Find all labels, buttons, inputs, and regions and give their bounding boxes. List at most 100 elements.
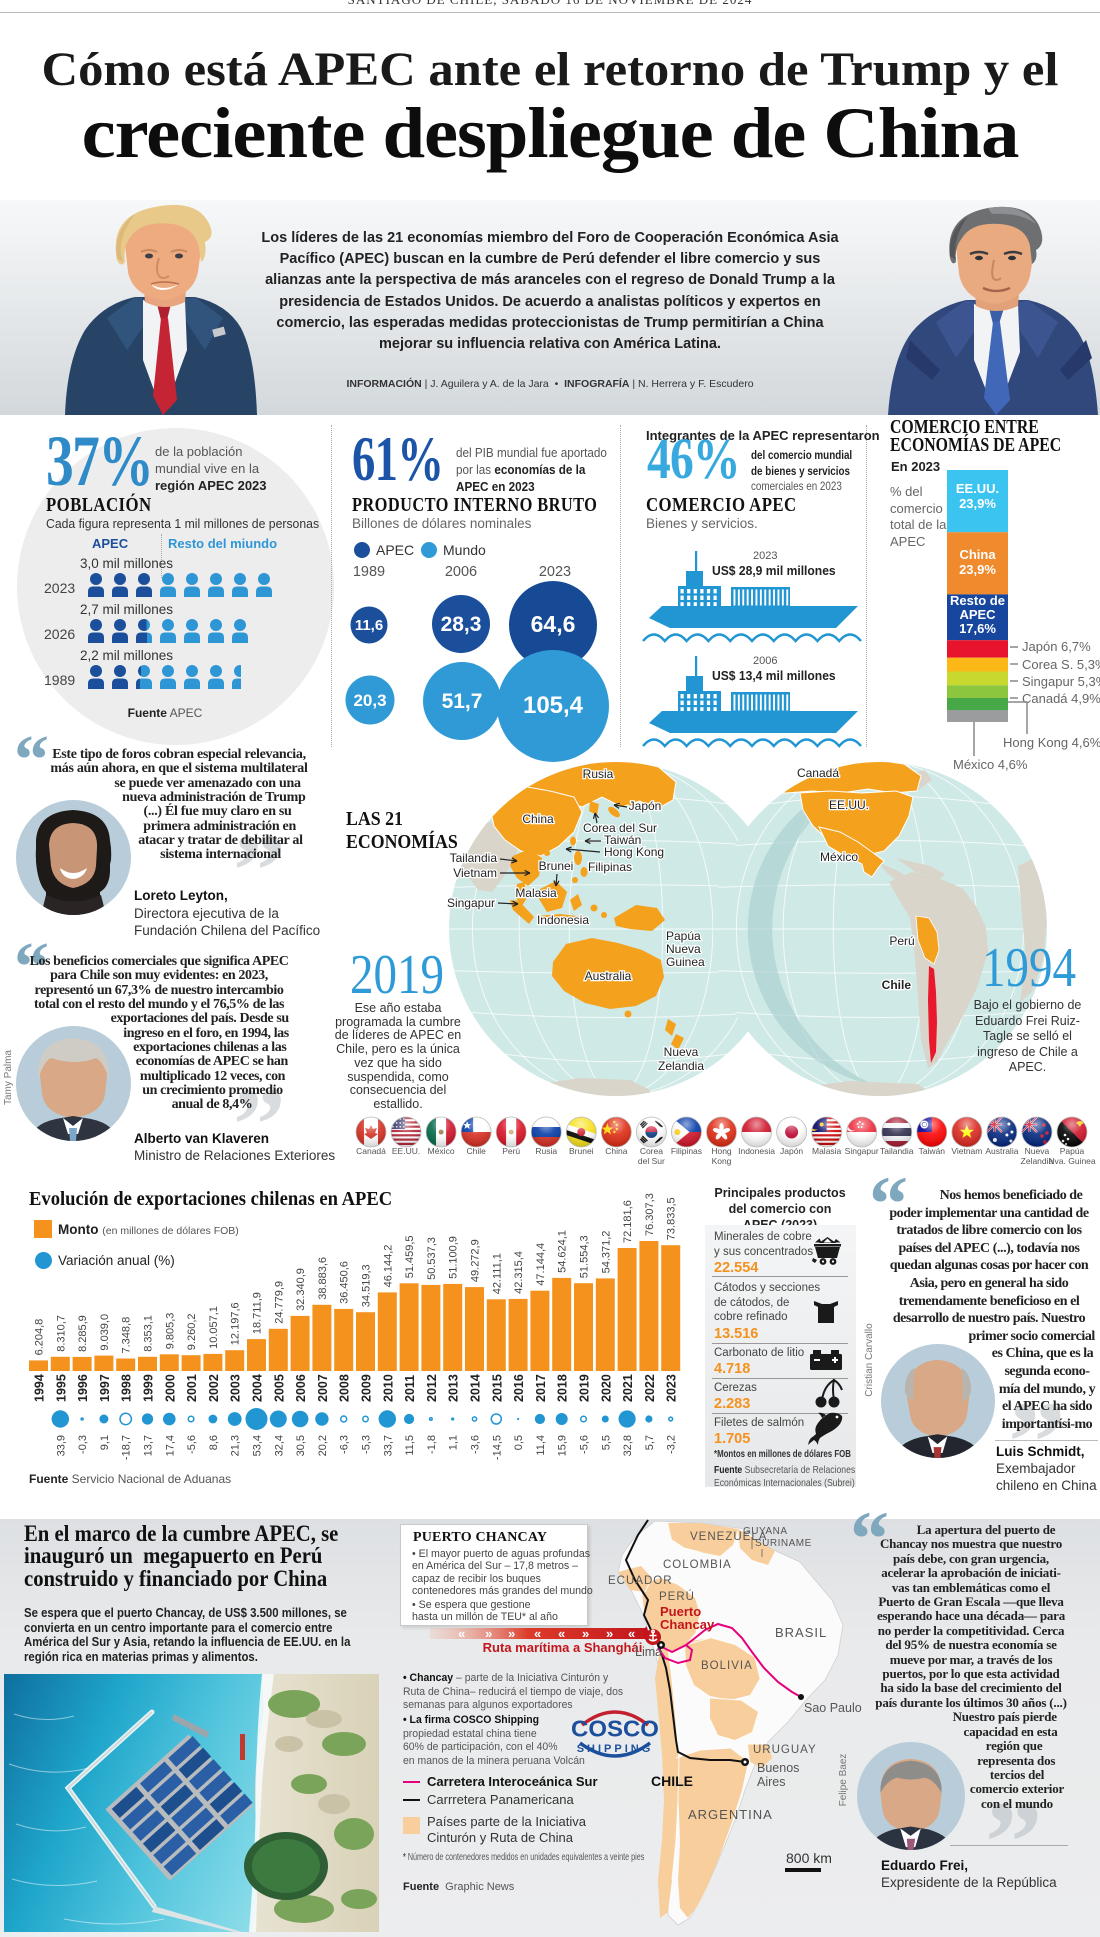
svg-text:Indonesia: Indonesia [738,1146,775,1156]
svg-text:51.100,9: 51.100,9 [448,1236,460,1279]
svg-text:50.537,3: 50.537,3 [426,1237,438,1280]
svg-text:12.197,6: 12.197,6 [230,1302,242,1345]
svg-text:Zelandia: Zelandia [1021,1156,1054,1166]
svg-text:54.624,1: 54.624,1 [557,1230,569,1273]
svg-text:Zelandia: Zelandia [658,1059,704,1073]
svg-text:Canadá 4,9%: Canadá 4,9% [1022,691,1100,706]
svg-text:72.181,6: 72.181,6 [622,1200,634,1243]
svg-text:Perú: Perú [502,1146,520,1156]
svg-text:9.260,2: 9.260,2 [186,1313,198,1350]
svg-text:Rusia: Rusia [583,767,614,781]
svg-text:30,5: 30,5 [295,1435,307,1456]
svg-text:EE.UU.: EE.UU. [956,481,999,496]
svg-text:2023: 2023 [665,1374,679,1402]
svg-text:-5,3: -5,3 [361,1435,373,1454]
svg-text:Malasia: Malasia [515,886,557,900]
svg-text:»: » [582,1626,589,1641]
svg-text:1996: 1996 [76,1374,90,1402]
svg-text:51.554,3: 51.554,3 [579,1235,591,1278]
svg-text:105,4: 105,4 [523,692,584,719]
svg-text:2016: 2016 [512,1374,526,1402]
svg-text:Nva. Guinea: Nva. Guinea [1048,1156,1096,1166]
svg-text:-5,6: -5,6 [579,1435,591,1454]
svg-text:8.285,9: 8.285,9 [77,1315,89,1352]
svg-text:COLOMBIA: COLOMBIA [663,1559,732,1571]
svg-text:38.883,6: 38.883,6 [317,1257,329,1300]
svg-text:11,5: 11,5 [404,1435,416,1456]
svg-text:17,6%: 17,6% [959,621,996,636]
svg-text:URUGUAY: URUGUAY [753,1744,817,1756]
svg-text:Brunei: Brunei [539,859,574,873]
svg-text:Chancay: Chancay [660,1617,715,1632]
svg-text:ECUADOR: ECUADOR [608,1575,673,1587]
svg-text:2011: 2011 [403,1375,417,1402]
svg-text:Singapur: Singapur [845,1146,879,1156]
svg-text:Nueva: Nueva [1025,1146,1050,1156]
svg-text:Papúa: Papúa [666,929,701,943]
svg-text:Papúa: Papúa [1060,1146,1085,1156]
svg-text:Taiwán: Taiwán [604,833,641,847]
svg-text:73.833,5: 73.833,5 [666,1197,678,1240]
svg-text:2013: 2013 [447,1374,461,1402]
svg-text:10.057,1: 10.057,1 [208,1306,220,1349]
svg-text:8.310,7: 8.310,7 [55,1315,67,1352]
svg-text:Singapur: Singapur [447,896,495,910]
svg-text:-1,8: -1,8 [426,1435,438,1454]
svg-text:Australia: Australia [585,969,632,983]
svg-text:36.450,6: 36.450,6 [339,1261,351,1304]
svg-text:21,3: 21,3 [230,1435,242,1456]
svg-text:Corea: Corea [640,1146,663,1156]
svg-text:2020: 2020 [599,1374,613,1402]
svg-text:COSCO: COSCO [571,1716,659,1741]
svg-text:1999: 1999 [142,1374,156,1402]
svg-text:2019: 2019 [578,1374,592,1402]
svg-text:1998: 1998 [120,1374,134,1402]
svg-text:Lima: Lima [635,1645,662,1659]
svg-text:2023: 2023 [539,564,571,580]
svg-text:9,1: 9,1 [99,1435,111,1450]
svg-text:6.204,8: 6.204,8 [34,1319,46,1356]
svg-text:20,3: 20,3 [353,691,386,710]
svg-text:2017: 2017 [534,1374,548,1402]
svg-text:GUYANA: GUYANA [743,1526,788,1537]
svg-text:del Sur: del Sur [638,1156,665,1166]
svg-text:Tailandia: Tailandia [450,851,498,865]
svg-text:33,9: 33,9 [55,1435,67,1456]
svg-text:Vietnam: Vietnam [453,866,497,880]
svg-text:2008: 2008 [338,1374,352,1402]
svg-text:42.315,4: 42.315,4 [513,1251,525,1294]
svg-text:SHIPPING: SHIPPING [577,1743,654,1755]
svg-text:76.307,3: 76.307,3 [644,1193,656,1236]
svg-text:-5,6: -5,6 [186,1435,198,1454]
svg-text:11,4: 11,4 [535,1435,547,1456]
svg-text:China: China [522,812,554,826]
svg-text:42.111,1: 42.111,1 [491,1253,503,1294]
svg-text:Taiwán: Taiwán [919,1146,946,1156]
svg-text:Nueva: Nueva [664,1045,699,1059]
svg-text:«: « [534,1626,541,1641]
svg-text:«: « [628,1626,635,1641]
svg-text:24.779,9: 24.779,9 [273,1281,285,1324]
svg-text:2000: 2000 [163,1374,177,1402]
svg-text:CHILE: CHILE [651,1773,693,1789]
svg-text:EE.UU.: EE.UU. [829,798,869,812]
svg-text:Aires: Aires [757,1775,785,1789]
svg-text:800 km: 800 km [786,1850,832,1866]
svg-text:-3,6: -3,6 [470,1435,482,1454]
svg-text:13,7: 13,7 [143,1435,155,1456]
svg-text:2010: 2010 [381,1374,395,1402]
svg-text:8.353,1: 8.353,1 [143,1315,155,1352]
svg-text:11,6: 11,6 [355,617,383,634]
svg-text:2021: 2021 [621,1374,635,1402]
svg-text:28,3: 28,3 [441,613,482,636]
svg-text:Japón: Japón [780,1146,803,1156]
svg-text:2004: 2004 [251,1374,265,1402]
svg-text:1997: 1997 [98,1374,112,1402]
svg-text:1989: 1989 [353,564,385,580]
svg-text:-6,3: -6,3 [339,1435,351,1454]
svg-text:Sao Paulo: Sao Paulo [804,1701,862,1715]
svg-text:2015: 2015 [490,1374,504,1402]
svg-text:SURINAME: SURINAME [755,1538,812,1549]
svg-text:1995: 1995 [54,1374,68,1402]
svg-text:2014: 2014 [469,1374,483,1402]
